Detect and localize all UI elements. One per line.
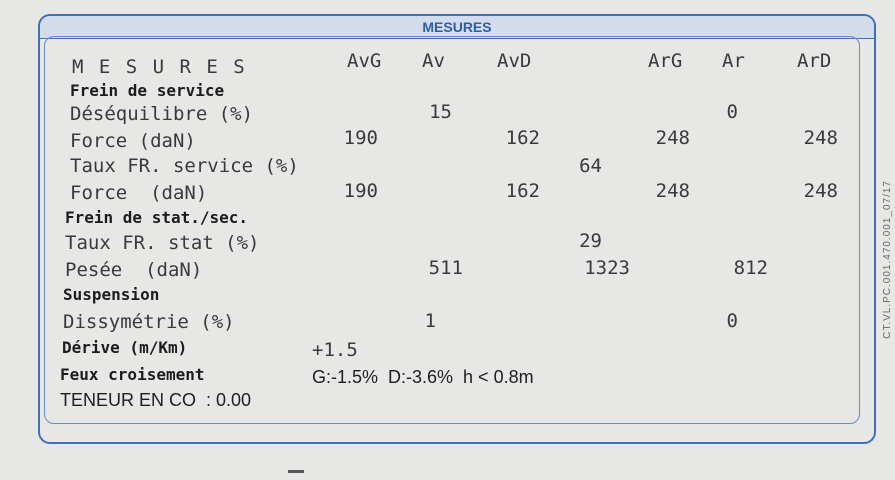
row-force2-label: Force (daN) — [70, 182, 208, 204]
row-dissymetrie-ar: 0 — [726, 310, 738, 332]
row-force1-arg: 248 — [655, 127, 690, 149]
row-pesee-ar: 812 — [733, 257, 768, 279]
row-force1-label: Force (daN) — [70, 130, 196, 152]
derive-label: Dérive (m/Km) — [62, 338, 188, 357]
row-pesee-mid: 1323 — [584, 257, 630, 279]
row-force2-avd: 162 — [505, 180, 540, 202]
row-force2-ard: 248 — [803, 180, 838, 202]
section-suspension: Suspension — [63, 285, 160, 304]
row-desequilibre-label: Déséquilibre (%) — [70, 103, 254, 125]
column-header-avg: AvG — [347, 50, 382, 72]
row-dissymetrie-av: 1 — [424, 310, 436, 332]
row-force1-avg: 190 — [343, 127, 378, 149]
frame-header: MESURES — [40, 16, 874, 39]
row-dissymetrie-label: Dissymétrie (%) — [63, 311, 235, 333]
row-desequilibre-av: 15 — [429, 101, 452, 123]
column-header-ar: Ar — [722, 50, 745, 72]
section-frein-service: Frein de service — [70, 81, 225, 100]
column-header-arg: ArG — [648, 50, 683, 72]
row-taux-stat-label: Taux FR. stat (%) — [65, 232, 260, 254]
column-header-label: M E S U R E S — [72, 56, 247, 78]
row-desequilibre-ar: 0 — [726, 101, 738, 123]
feux-value: G:-1.5% D:-3.6% h < 0.8m — [312, 367, 534, 387]
row-taux-service-value: 64 — [579, 155, 602, 177]
frame-title: MESURES — [422, 19, 492, 35]
column-header-avd: AvD — [497, 50, 532, 72]
measures-panel — [44, 36, 860, 424]
feux-label: Feux croisement — [60, 365, 205, 384]
mesures-frame: MESURES — [38, 14, 876, 444]
row-taux-stat-value: 29 — [579, 230, 602, 252]
footer-dash-mark — [288, 470, 304, 473]
side-reference-code: CT.VL.PC.001.470.001_07/17 — [882, 180, 893, 339]
teneur-co: TENEUR EN CO : 0.00 — [60, 390, 252, 410]
row-force2-avg: 190 — [343, 180, 378, 202]
column-header-ard: ArD — [797, 50, 832, 72]
section-frein-stat: Frein de stat./sec. — [65, 208, 249, 227]
row-pesee-av: 511 — [428, 257, 463, 279]
row-force2-arg: 248 — [655, 180, 690, 202]
row-force1-ard: 248 — [803, 127, 838, 149]
row-force1-avd: 162 — [505, 127, 540, 149]
row-taux-service-label: Taux FR. service (%) — [70, 155, 299, 177]
derive-value: +1.5 — [312, 339, 358, 361]
row-pesee-label: Pesée (daN) — [65, 259, 203, 281]
column-header-av: Av — [422, 50, 445, 72]
